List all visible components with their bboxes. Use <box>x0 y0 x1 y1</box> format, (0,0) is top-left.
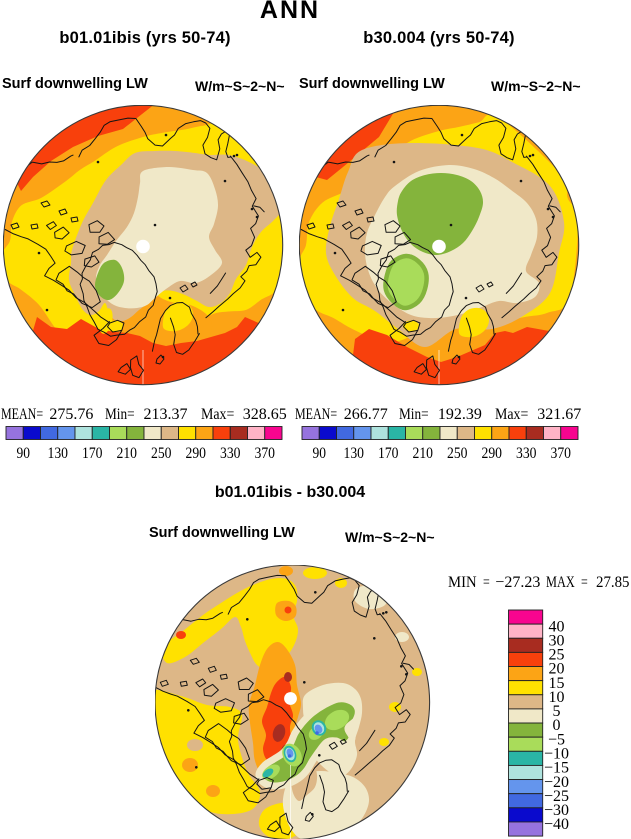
svg-text:−20: −20 <box>544 774 569 791</box>
svg-text:−5: −5 <box>548 731 565 748</box>
svg-text:25: 25 <box>549 647 565 664</box>
svg-text:5: 5 <box>553 703 561 720</box>
svg-text:−10: −10 <box>544 746 569 763</box>
svg-text:130: 130 <box>48 443 69 462</box>
svg-text:170: 170 <box>378 443 399 462</box>
svg-text:250: 250 <box>151 443 172 462</box>
svg-text:10: 10 <box>549 689 565 706</box>
svg-text:0: 0 <box>553 717 561 734</box>
svg-text:210: 210 <box>117 443 138 462</box>
svg-text:130: 130 <box>344 443 365 462</box>
svg-text:90: 90 <box>17 443 31 462</box>
svg-text:20: 20 <box>549 661 565 678</box>
svg-text:250: 250 <box>447 443 468 462</box>
svg-text:−40: −40 <box>544 816 569 833</box>
svg-text:40: 40 <box>549 618 565 635</box>
svg-text:−30: −30 <box>544 802 569 819</box>
svg-text:370: 370 <box>551 443 572 462</box>
svg-text:−25: −25 <box>544 788 569 805</box>
svg-text:170: 170 <box>82 443 103 462</box>
svg-text:330: 330 <box>516 443 537 462</box>
svg-text:290: 290 <box>482 443 503 462</box>
svg-text:330: 330 <box>220 443 241 462</box>
svg-text:30: 30 <box>549 632 565 649</box>
svg-text:210: 210 <box>413 443 434 462</box>
svg-text:290: 290 <box>186 443 207 462</box>
svg-text:90: 90 <box>313 443 327 462</box>
svg-text:15: 15 <box>549 675 565 692</box>
svg-text:−15: −15 <box>544 760 569 777</box>
svg-text:370: 370 <box>255 443 276 462</box>
